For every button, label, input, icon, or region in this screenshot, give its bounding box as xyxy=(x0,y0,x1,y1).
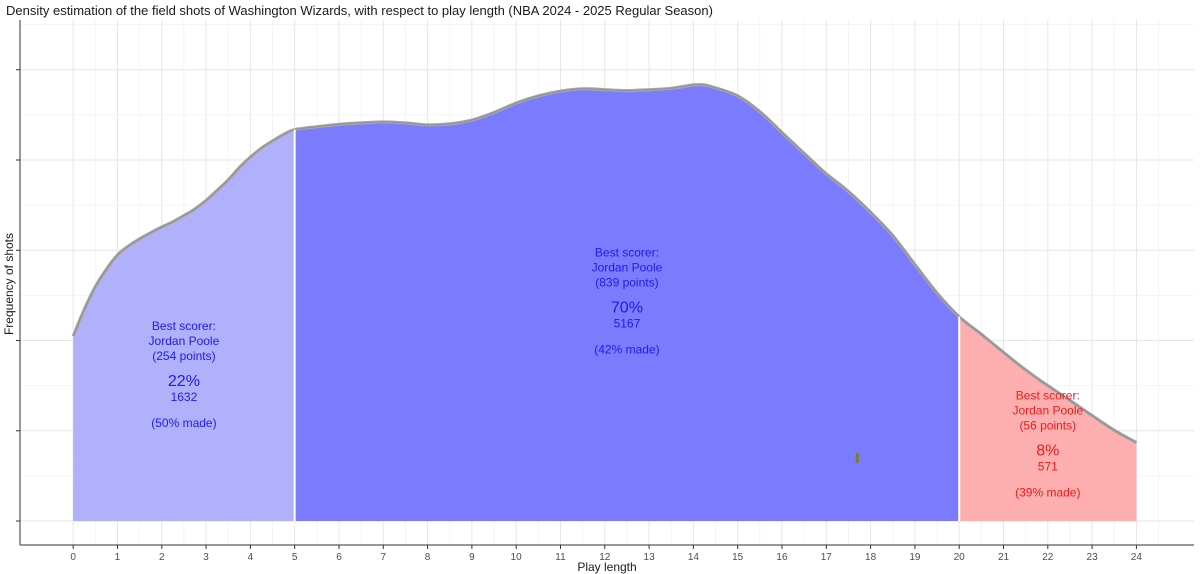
x-tick-label: 15 xyxy=(732,552,744,563)
x-tick-label: 4 xyxy=(248,552,254,563)
segment-labels: Best scorer:Jordan Poole(254 points)22%1… xyxy=(149,245,1084,499)
density-outline-core xyxy=(72,84,1137,444)
x-tick-label: 8 xyxy=(425,552,431,563)
x-tick-label: 13 xyxy=(644,552,656,563)
segment-player-name: Jordan Poole xyxy=(1012,403,1083,417)
x-tick-label: 22 xyxy=(1042,552,1054,563)
segment-best-scorer-label: Best scorer: xyxy=(152,319,216,333)
segment-points: (254 points) xyxy=(152,349,215,363)
x-tick-label: 7 xyxy=(380,552,386,563)
x-tick-label: 2 xyxy=(159,552,165,563)
x-tick-label: 18 xyxy=(865,552,877,563)
x-tick-label: 17 xyxy=(821,552,833,563)
x-tick-label: 9 xyxy=(469,552,475,563)
x-tick-label: 20 xyxy=(954,552,966,563)
segment-percent: 22% xyxy=(168,373,200,390)
x-tick-label: 19 xyxy=(909,552,921,563)
x-tick-label: 6 xyxy=(336,552,342,563)
x-tick-label: 10 xyxy=(511,552,523,563)
x-tick-label: 0 xyxy=(70,552,76,563)
segment-count: 571 xyxy=(1038,459,1058,473)
x-tick-label: 11 xyxy=(555,552,566,563)
segment-best-scorer-label: Best scorer: xyxy=(595,245,659,259)
x-tick-label: 1 xyxy=(115,552,121,563)
segment-made-rate: (42% made) xyxy=(594,342,659,356)
x-tick-label: 14 xyxy=(688,552,700,563)
segment-best-scorer-label: Best scorer: xyxy=(1016,388,1080,402)
x-tick-label: 12 xyxy=(599,552,611,563)
segment-points: (839 points) xyxy=(595,275,658,289)
segment-made-rate: (39% made) xyxy=(1015,485,1080,499)
segment-dividers xyxy=(293,129,961,521)
segment-label-2: Best scorer:Jordan Poole(839 points) 70%5… xyxy=(592,245,663,356)
x-tick-label: 24 xyxy=(1131,552,1143,563)
segment-points: (56 points) xyxy=(1019,418,1076,432)
x-tick-label: 21 xyxy=(998,552,1010,563)
segment-count: 1632 xyxy=(171,390,198,404)
segment-label-1: Best scorer:Jordan Poole(254 points) 22%1… xyxy=(149,319,220,430)
chart-title: Density estimation of the field shots of… xyxy=(6,3,713,18)
density-curve xyxy=(71,82,1138,445)
segment-count: 5167 xyxy=(614,316,641,330)
data-marker xyxy=(855,452,859,463)
segment-percent: 70% xyxy=(611,299,643,316)
segment-area-2 xyxy=(294,84,960,522)
x-tick-label: 5 xyxy=(292,552,298,563)
segment-player-name: Jordan Poole xyxy=(149,334,220,348)
segment-area-3 xyxy=(959,316,1137,521)
x-tick-label: 16 xyxy=(776,552,788,563)
x-tick-label: 3 xyxy=(203,552,209,563)
segment-made-rate: (50% made) xyxy=(151,416,216,430)
segment-label-3: Best scorer:Jordan Poole(56 points) 8%571… xyxy=(1012,388,1083,499)
x-axis-label: Play length xyxy=(577,560,636,574)
segment-player-name: Jordan Poole xyxy=(592,260,663,274)
density-areas xyxy=(73,84,1137,522)
axes: 0 1 2 3 4 5 6 7 8 9 10 11 12 13 14 15 16 17 18 19 20 21 22 23 24 xyxy=(16,20,1194,563)
segment-area-1 xyxy=(73,129,295,521)
segment-percent: 8% xyxy=(1036,442,1059,459)
y-axis-label: Frequency of shots xyxy=(2,233,16,335)
x-tick-label: 23 xyxy=(1087,552,1099,563)
